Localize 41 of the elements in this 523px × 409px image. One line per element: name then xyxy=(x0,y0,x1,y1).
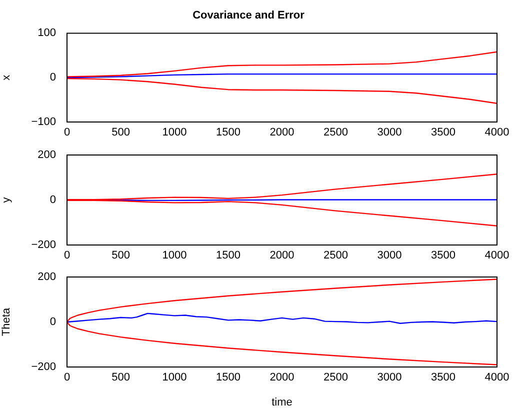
x-tick-label: 0 xyxy=(64,250,70,262)
x-tick-label: 1500 xyxy=(216,250,240,262)
y-tick-label: 0 xyxy=(50,316,56,328)
x-tick-label: 2500 xyxy=(324,250,348,262)
y-axis-title: y xyxy=(0,196,13,203)
x-tick-label: 2000 xyxy=(270,372,294,384)
x-tick-label: 3500 xyxy=(431,126,456,139)
x-tick-label: 2500 xyxy=(324,372,348,384)
y-axis-title: Theta xyxy=(0,307,13,336)
x-tick-label: 1000 xyxy=(162,126,187,139)
x-tick-label: 3000 xyxy=(377,250,402,262)
x-tick-label: 0 xyxy=(64,372,70,384)
x-tick-label: 4000 xyxy=(484,372,510,384)
y-tick-label: 0 xyxy=(50,72,56,84)
x-tick-label: 2000 xyxy=(270,250,294,262)
x-tick-label: 1500 xyxy=(216,372,240,384)
x-tick-label: 1500 xyxy=(216,126,240,139)
x-tick-label: 500 xyxy=(112,372,130,384)
x-tick-label: 3000 xyxy=(377,126,402,139)
x-tick-label: 2000 xyxy=(270,126,294,139)
x-tick-label: 3500 xyxy=(431,250,456,262)
x-tick-label: 4000 xyxy=(484,250,510,262)
x-tick-label: 500 xyxy=(112,250,130,262)
x-tick-label: 1000 xyxy=(162,250,187,262)
x-tick-label: 4000 xyxy=(484,126,510,139)
x-tick-label: 3500 xyxy=(431,372,456,384)
chart-title: Covariance and Error xyxy=(192,10,306,22)
y-tick-label: −200 xyxy=(31,239,56,252)
y-axis-title: x xyxy=(0,74,13,80)
y-tick-label: 0 xyxy=(50,194,56,206)
y-tick-label: −200 xyxy=(31,361,56,374)
x-tick-label: 500 xyxy=(112,126,130,139)
x-tick-label: 0 xyxy=(64,126,70,139)
y-tick-label: 100 xyxy=(38,27,56,40)
x-tick-label: 2500 xyxy=(324,126,348,139)
y-tick-label: 200 xyxy=(38,149,56,162)
y-tick-label: 200 xyxy=(38,271,56,284)
y-tick-label: −100 xyxy=(31,116,56,128)
x-axis-title: time xyxy=(272,396,292,408)
x-tick-label: 3000 xyxy=(377,372,402,384)
x-tick-label: 1000 xyxy=(162,372,187,384)
